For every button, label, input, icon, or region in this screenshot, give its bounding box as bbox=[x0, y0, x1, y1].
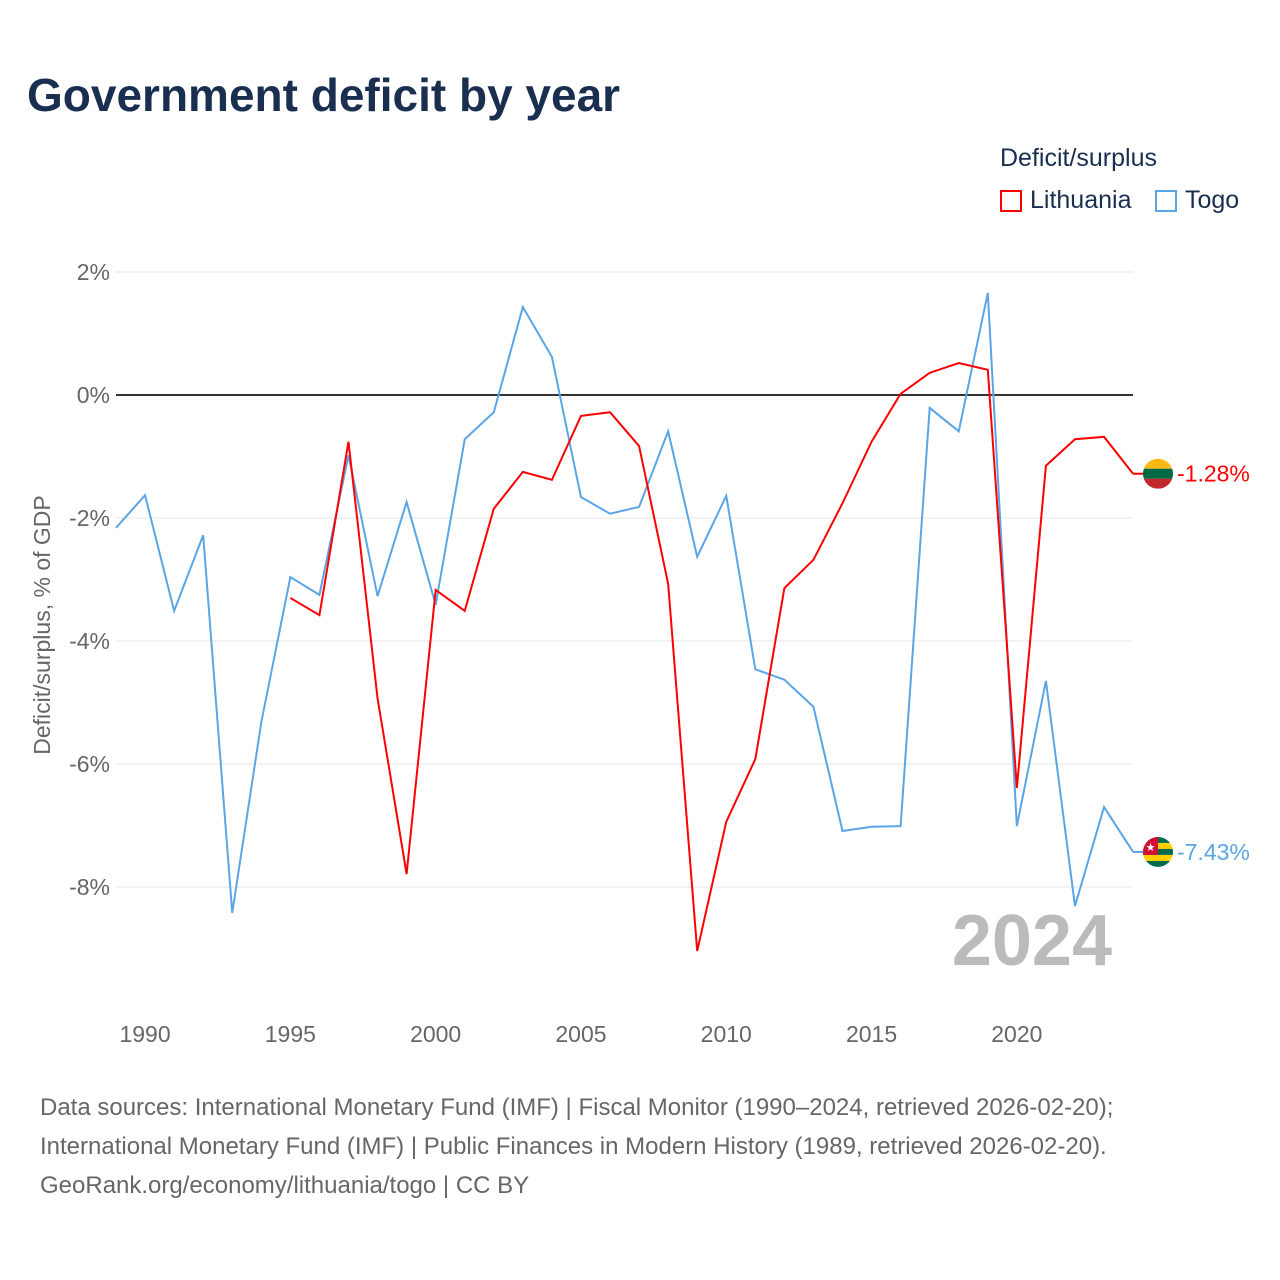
y-tick-label: -6% bbox=[69, 751, 110, 777]
series-line-lithuania[interactable] bbox=[289, 361, 1134, 952]
lithuania-flag-icon bbox=[1143, 458, 1173, 489]
y-tick-label: 2% bbox=[77, 259, 110, 285]
legend-title: Deficit/surplus bbox=[1000, 144, 1157, 172]
legend-item-lithuania[interactable]: Lithuania bbox=[1000, 186, 1131, 215]
y-tick-label: 0% bbox=[77, 382, 110, 408]
x-tick-label: 2020 bbox=[991, 1021, 1042, 1047]
y-axis-label: Deficit/surplus, % of GDP bbox=[29, 495, 55, 754]
series-line-togo[interactable] bbox=[115, 292, 1134, 913]
y-tick-label: -8% bbox=[69, 874, 110, 900]
legend-swatch bbox=[1000, 189, 1022, 212]
svg-text:★: ★ bbox=[1146, 842, 1156, 854]
x-tick-label: 2010 bbox=[701, 1021, 752, 1047]
end-value-label: -7.43% bbox=[1177, 839, 1250, 865]
footer: Data sources: International Monetary Fun… bbox=[40, 1088, 1113, 1205]
legend-swatch bbox=[1155, 189, 1177, 212]
page-title: Government deficit by year bbox=[27, 69, 621, 121]
y-tick-label: -2% bbox=[69, 505, 110, 531]
togo-flag-icon: ★ bbox=[1143, 836, 1173, 867]
source-line: Data sources: International Monetary Fun… bbox=[40, 1094, 1114, 1121]
year-label: 2024 bbox=[952, 901, 1112, 981]
source-line: International Monetary Fund (IMF) | Publ… bbox=[40, 1133, 1107, 1160]
x-tick-label: 2015 bbox=[846, 1021, 897, 1047]
x-tick-label: 2000 bbox=[410, 1021, 461, 1047]
legend-label: Lithuania bbox=[1030, 186, 1132, 214]
legend-label: Togo bbox=[1185, 186, 1240, 214]
source-link[interactable]: GeoRank.org/economy/lithuania/togo | CC … bbox=[40, 1172, 530, 1199]
x-tick-label: 1995 bbox=[265, 1021, 316, 1047]
legend-item-togo[interactable]: Togo bbox=[1155, 186, 1239, 215]
y-tick-label: -4% bbox=[69, 628, 110, 654]
x-tick-label: 1990 bbox=[119, 1021, 170, 1047]
end-value-label: -1.28% bbox=[1177, 461, 1250, 487]
x-tick-label: 2005 bbox=[555, 1021, 606, 1047]
